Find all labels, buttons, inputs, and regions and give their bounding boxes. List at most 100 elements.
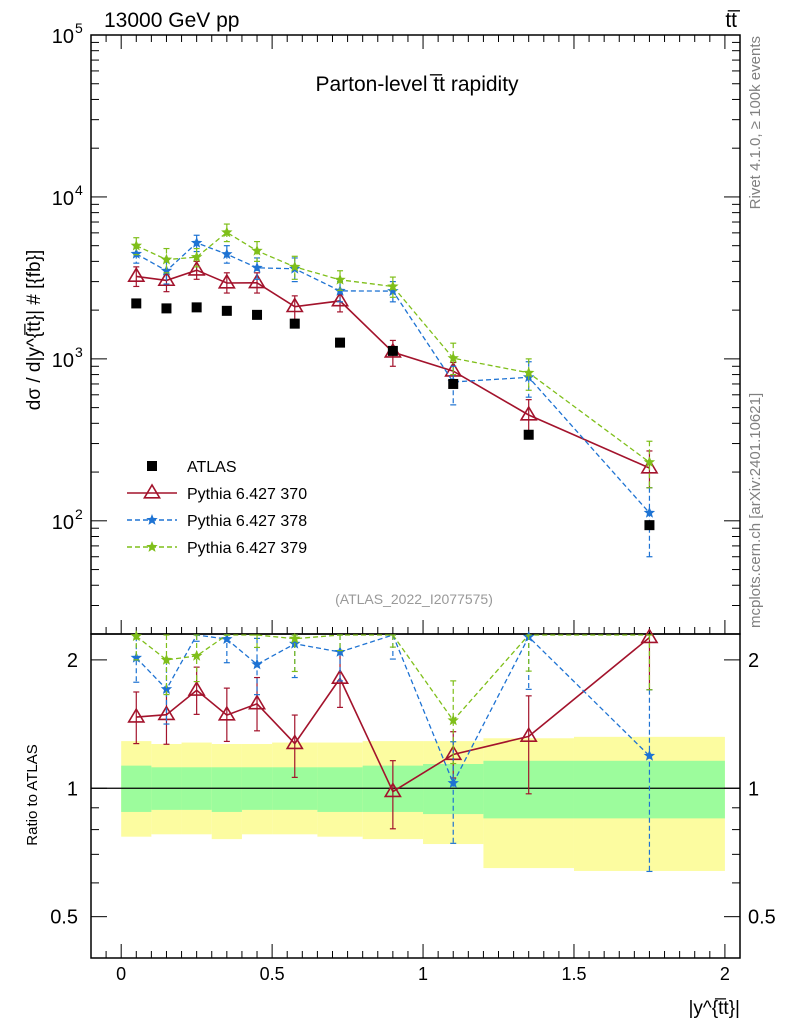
series-point-main: [160, 253, 173, 265]
series-point-ratio: [160, 683, 173, 694]
data-point: [289, 318, 300, 329]
x-tick-label: 0.5: [260, 964, 285, 984]
series-point-ratio: [383, 782, 402, 798]
data-point: [131, 298, 142, 309]
y-tick-label-exponent: 4: [75, 182, 83, 198]
process-label: tt̅: [725, 9, 741, 32]
y-axis-label-ratio: Ratio to ATLAS: [24, 744, 41, 845]
series-point-main: [334, 273, 346, 285]
series-point-ratio: [640, 628, 659, 644]
y-tick-label-exponent: 3: [75, 344, 83, 360]
series-point-ratio: [127, 707, 146, 723]
band-stat: [317, 767, 363, 812]
plot-frames: [90, 34, 741, 959]
y-tick-label-ratio-right: 2: [748, 650, 759, 672]
series-point-main: [285, 297, 304, 313]
series-point-main: [221, 226, 233, 238]
series-point-main: [221, 248, 233, 260]
x-tick-label: 0: [116, 964, 126, 984]
series-point-main: [190, 251, 203, 262]
legend: ATLAS Pythia 6.427 370 Pythia 6.427 378 Pyt…: [127, 459, 307, 557]
data-point: [387, 345, 398, 356]
analysis-id: (ATLAS_2022_I2077575): [335, 591, 493, 607]
series-point-main: [127, 266, 146, 283]
series-point-main: [447, 352, 459, 363]
y-axis-label-main: dσ / d|y^{t̅t}| # [{fb}]: [24, 250, 45, 410]
x-tick-label: 1.5: [561, 964, 586, 984]
series-point-main: [187, 260, 206, 276]
y-tick-label-ratio: 1: [67, 778, 78, 800]
series-point-ratio: [217, 705, 236, 721]
energy-label: 13000 GeV pp: [104, 9, 239, 32]
legend-marker: [142, 483, 162, 499]
series-point-main: [387, 285, 399, 296]
y-tick-label-ratio: 2: [67, 650, 78, 672]
x-axis-label: |y^{t̅t}|: [688, 998, 740, 1019]
series-point-ratio: [334, 646, 346, 657]
data-point: [335, 337, 346, 348]
y-tick-label-main: 10: [52, 188, 74, 210]
legend-label: Pythia 6.427 379: [187, 540, 307, 557]
y-tick-label-exponent: 2: [75, 506, 83, 522]
series-point-main: [248, 273, 267, 289]
y-tick-label-ratio-right: 1: [748, 778, 759, 800]
plot-title: Parton-level t̅t rapidity: [315, 73, 519, 96]
series-point-main: [130, 247, 142, 259]
y-tick-label-main: 10: [52, 512, 74, 534]
legend-marker: [146, 541, 158, 552]
source-label: mcplots.cern.ch [arXiv:2401.10621]: [747, 393, 764, 628]
series-point-ratio: [187, 680, 206, 696]
series-point-main: [190, 236, 203, 248]
series-point-main: [643, 506, 656, 518]
series-point-main: [519, 405, 538, 421]
series-point-main: [289, 260, 301, 272]
series-point-ratio: [248, 694, 267, 710]
y-tick-label-exponent: 5: [75, 20, 83, 36]
y-tick-label-main: 10: [52, 350, 74, 372]
series-point-main: [643, 456, 656, 468]
legend-label: Pythia 6.427 370: [187, 486, 307, 503]
ratio-plot-frame: [90, 633, 741, 959]
series-marks: [127, 223, 659, 873]
rivet-label: Rivet 4.1.0, ≥ 100k events: [747, 36, 764, 209]
data-point: [523, 429, 534, 440]
series-point-main: [157, 270, 176, 287]
data-point: [191, 302, 202, 313]
series-point-main: [130, 239, 142, 251]
series-point-main: [331, 291, 350, 307]
series-point-ratio: [447, 714, 459, 726]
data-point: [644, 520, 655, 531]
series-line-ratio: [135, 634, 650, 722]
series-point-main: [387, 280, 399, 292]
legend-marker: [146, 514, 158, 525]
series-point-ratio: [160, 653, 173, 665]
x-tick-label: 2: [720, 964, 730, 984]
series-point-ratio: [331, 668, 350, 685]
series-point-ratio: [285, 734, 304, 750]
series-point-main: [251, 244, 263, 256]
series-point-ratio: [130, 630, 142, 642]
series-point-ratio: [519, 726, 538, 742]
ratio-uncertainty-bands: [121, 736, 725, 871]
series-point-ratio: [643, 749, 656, 761]
band-stat: [211, 767, 242, 812]
data-point: [448, 378, 459, 389]
series-point-ratio: [289, 632, 301, 644]
data-point: [221, 305, 232, 316]
chart-text: 13000 GeV pp tt̅ Parton-level t̅t rapidi…: [24, 9, 764, 1019]
y-tick-label-ratio: 0.5: [50, 907, 78, 929]
series-point-ratio: [190, 649, 203, 661]
series-point-ratio: [130, 651, 142, 663]
legend-label: Pythia 6.427 378: [187, 513, 307, 530]
series-point-ratio: [251, 658, 263, 670]
series-point-main: [523, 366, 535, 378]
series-point-main: [640, 458, 659, 474]
series-point-ratio: [447, 777, 459, 788]
y-tick-label-main: 10: [52, 26, 74, 48]
y-tick-label-ratio-right: 0.5: [748, 907, 776, 929]
legend-marker-data: [147, 461, 157, 471]
x-tick-label: 1: [418, 964, 428, 984]
series-point-main: [217, 273, 236, 289]
